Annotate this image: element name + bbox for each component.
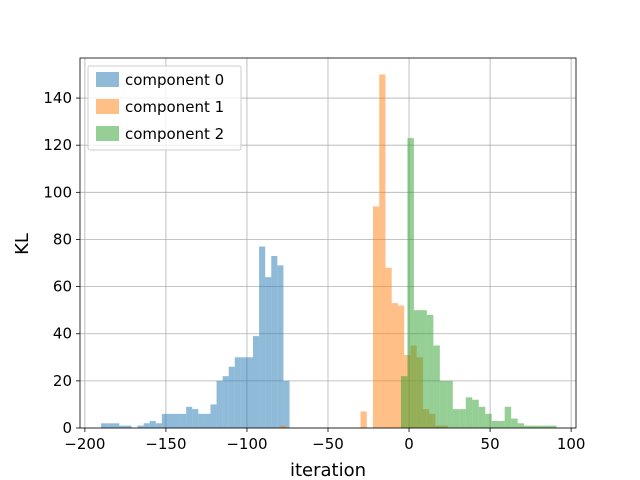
- legend-swatch-component-2: [96, 126, 119, 141]
- x-tick-label: 100: [557, 435, 586, 453]
- histogram-bar-component-1: [279, 425, 286, 428]
- histogram-bar-component-2: [465, 397, 473, 428]
- legend-label-component-0: component 0: [125, 71, 224, 89]
- histogram-bar-component-2: [530, 425, 538, 428]
- histogram-bar-component-0: [107, 423, 114, 428]
- x-tick-label: 50: [481, 435, 500, 453]
- histogram-bar-component-2: [524, 425, 531, 428]
- histogram-bar-component-0: [155, 423, 162, 428]
- histogram-bar-component-0: [234, 357, 241, 428]
- y-tick-label: 40: [53, 325, 72, 343]
- histogram-bar-component-0: [271, 255, 278, 428]
- legend-label-component-2: component 2: [125, 125, 224, 143]
- histogram-bar-component-2: [400, 376, 408, 428]
- y-tick-label: 80: [53, 230, 72, 248]
- histogram-bar-component-2: [550, 425, 557, 428]
- histogram-bar-component-0: [174, 413, 181, 428]
- histogram-bar-component-2: [452, 409, 460, 428]
- histogram-bar-component-0: [216, 380, 223, 428]
- histogram-bar-component-0: [240, 357, 247, 428]
- histogram-bar-component-2: [446, 380, 453, 428]
- histogram-bar-component-2: [543, 425, 551, 428]
- legend-swatch-component-0: [96, 72, 119, 87]
- histogram-bar-component-0: [265, 277, 272, 428]
- histogram-bar-component-0: [204, 413, 211, 428]
- histogram-bar-component-2: [420, 310, 427, 428]
- histogram-bar-component-2: [413, 310, 421, 428]
- legend-label-component-1: component 1: [125, 98, 224, 116]
- histogram-bar-component-0: [210, 404, 217, 428]
- histogram-bar-component-2: [478, 406, 486, 428]
- y-tick-label: 100: [43, 183, 72, 201]
- histogram-bar-component-2: [517, 423, 525, 428]
- histogram-bar-component-0: [149, 420, 156, 428]
- histogram-bar-component-1: [385, 267, 392, 428]
- y-tick-label: 20: [53, 372, 72, 390]
- x-tick-label: −200: [64, 435, 105, 453]
- histogram-bar-component-2: [472, 399, 479, 428]
- histogram-bar-component-0: [167, 413, 175, 428]
- histogram-bar-component-0: [253, 336, 260, 428]
- histogram-bar-component-0: [228, 366, 235, 428]
- histogram-bar-component-0: [161, 413, 168, 428]
- histogram-bar-component-0: [283, 380, 290, 428]
- legend: component 0 component 1 component 2: [87, 65, 242, 151]
- histogram-bar-component-2: [459, 409, 466, 428]
- y-axis-label: KL: [12, 233, 33, 255]
- histogram-bar-component-1: [397, 305, 405, 428]
- histogram-bar-component-0: [113, 423, 120, 428]
- histogram-bar-component-0: [119, 425, 126, 428]
- legend-box: [87, 65, 242, 151]
- x-tick-label: −50: [312, 435, 344, 453]
- histogram-bar-component-0: [198, 413, 205, 428]
- histogram-bar-component-1: [360, 411, 367, 428]
- y-tick-label: 60: [53, 278, 72, 296]
- histogram-bar-component-0: [180, 413, 187, 428]
- histogram-bar-component-2: [433, 345, 440, 428]
- histogram-bar-component-0: [259, 246, 266, 428]
- legend-swatch-component-1: [96, 99, 119, 114]
- histogram-bar-component-0: [137, 425, 144, 428]
- histogram-bar-component-1: [372, 206, 380, 428]
- histogram-bar-component-2: [504, 406, 512, 428]
- x-axis-label: iteration: [290, 460, 366, 480]
- histogram-bar-component-0: [246, 357, 254, 428]
- histogram-bar-component-0: [222, 376, 229, 428]
- histogram-bars: [101, 74, 557, 429]
- x-tick-label: −150: [145, 435, 186, 453]
- histogram-bar-component-0: [192, 409, 199, 428]
- histogram-bar-component-2: [511, 418, 518, 428]
- histogram-bar-component-1: [379, 74, 386, 428]
- histogram-bar-component-0: [186, 406, 193, 428]
- histogram-bar-component-2: [498, 420, 505, 428]
- histogram-bar-component-2: [485, 413, 492, 428]
- y-tick-label: 120: [43, 136, 72, 154]
- histogram-bar-component-2: [537, 425, 544, 428]
- histogram-bar-component-0: [101, 423, 108, 428]
- histogram-bar-component-1: [391, 303, 398, 428]
- histogram-bar-component-2: [407, 138, 414, 429]
- histogram-bar-component-0: [125, 425, 132, 428]
- histogram-bar-component-0: [143, 423, 150, 428]
- y-tick-label: 140: [43, 89, 72, 107]
- histogram-bar-component-2: [426, 314, 434, 428]
- histogram-bar-component-0: [277, 265, 284, 428]
- y-tick-label: 0: [62, 419, 72, 437]
- histogram-bar-component-2: [491, 420, 499, 428]
- tick-marks: −200 −150 −100 −50 0 50 100 0 20 40 60 80 100 120 140: [43, 89, 585, 453]
- histogram-bar-component-2: [439, 380, 447, 428]
- x-tick-label: 0: [404, 435, 414, 453]
- x-tick-label: −100: [226, 435, 267, 453]
